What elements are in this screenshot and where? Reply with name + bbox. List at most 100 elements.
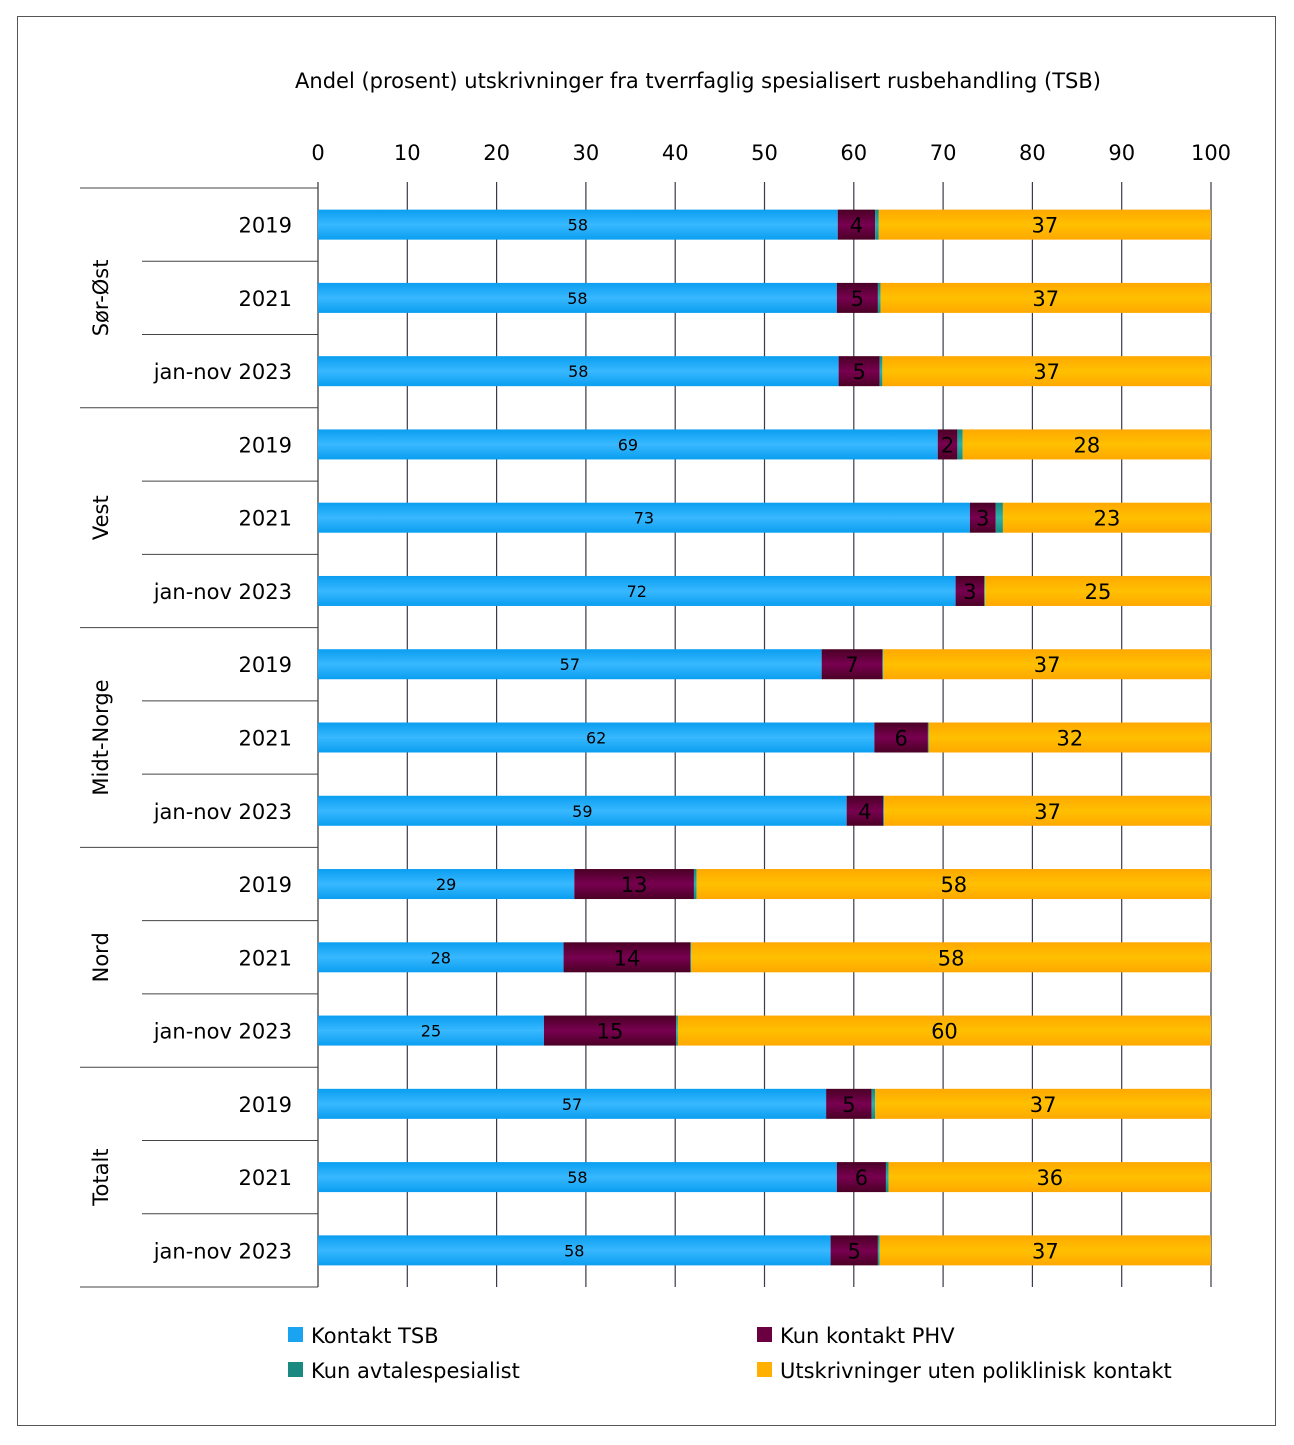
bar-segment-kun-kontakt-phv [874, 722, 928, 753]
data-label: 25 [1085, 580, 1112, 604]
data-label: 57 [562, 1095, 582, 1114]
data-label: 3 [976, 507, 989, 531]
bar-segment-kun-kontakt-phv [838, 356, 880, 387]
category-label: 2019 [239, 1093, 292, 1117]
legend-label: Kun kontakt PHV [780, 1324, 955, 1348]
bar-segment-kun-kontakt-phv [574, 869, 694, 900]
bar-segment-kun-avtalespesialist [693, 869, 697, 900]
bar-segment-kontakt-tsb [318, 1162, 837, 1193]
bar-segment-utskrivninger-uten-poliklinisk-kontakt [962, 429, 1211, 460]
bar-segment-kun-kontakt-phv [821, 649, 883, 680]
bar-segment-kontakt-tsb [318, 649, 822, 680]
category-label: 2019 [239, 873, 292, 897]
bar-segment-kun-avtalespesialist [885, 1162, 889, 1193]
data-label: 58 [568, 362, 588, 381]
data-label: 59 [572, 802, 592, 821]
bar-segment-kun-avtalespesialist [871, 1088, 876, 1119]
bar-segment-kontakt-tsb [318, 429, 938, 460]
data-label: 58 [568, 216, 588, 235]
data-label: 37 [1034, 800, 1061, 824]
bar-segment-kun-kontakt-phv [836, 1162, 886, 1193]
data-label: 37 [1030, 1093, 1057, 1117]
data-label: 15 [597, 1020, 624, 1044]
bar-segment-kontakt-tsb [318, 282, 837, 313]
x-tick-label: 90 [1108, 141, 1135, 165]
data-label: 32 [1057, 727, 1084, 751]
category-label: 2021 [239, 1166, 292, 1190]
data-label: 29 [436, 875, 456, 894]
bar-segment-kun-kontakt-phv [969, 502, 996, 533]
bar-segment-kun-avtalespesialist [984, 575, 986, 606]
group-label: Midt-Norge [89, 679, 113, 795]
chart-frame [17, 16, 1276, 1426]
x-tick-label: 50 [751, 141, 778, 165]
data-label: 62 [586, 729, 606, 748]
data-label: 5 [842, 1093, 855, 1117]
data-label: 28 [1074, 433, 1101, 457]
legend-label: Kontakt TSB [311, 1324, 439, 1348]
bar-segment-kun-avtalespesialist [879, 356, 883, 387]
data-label: 72 [627, 582, 647, 601]
bar-segment-utskrivninger-uten-poliklinisk-kontakt [884, 795, 1211, 826]
data-label: 37 [1032, 214, 1059, 238]
bar-segment-utskrivninger-uten-poliklinisk-kontakt [879, 1235, 1211, 1266]
bar-segment-kun-avtalespesialist [877, 282, 881, 313]
bar-segment-kun-kontakt-phv [837, 209, 876, 240]
bar-segment-utskrivninger-uten-poliklinisk-kontakt [696, 869, 1211, 900]
data-label: 58 [940, 873, 967, 897]
bar-segment-utskrivninger-uten-poliklinisk-kontakt [677, 1015, 1211, 1046]
category-label: jan-nov 2023 [153, 1239, 292, 1263]
bar-segment-utskrivninger-uten-poliklinisk-kontakt [882, 356, 1211, 387]
bar-segment-utskrivninger-uten-poliklinisk-kontakt [691, 942, 1211, 973]
x-tick-label: 30 [573, 141, 600, 165]
data-label: 6 [894, 727, 907, 751]
bar-segment-kontakt-tsb [318, 502, 970, 533]
bar-segment-utskrivninger-uten-poliklinisk-kontakt [985, 575, 1211, 606]
bar-segment-kun-avtalespesialist [927, 722, 929, 753]
data-label: 57 [560, 655, 580, 674]
x-tick-label: 70 [930, 141, 957, 165]
data-label: 73 [634, 509, 654, 528]
bar-segment-kontakt-tsb [318, 722, 875, 753]
data-label: 5 [852, 360, 865, 384]
group-label: Sør-Øst [89, 260, 113, 337]
bar-segment-utskrivninger-uten-poliklinisk-kontakt [1002, 502, 1211, 533]
data-label: 25 [421, 1022, 441, 1041]
data-label: 37 [1032, 287, 1059, 311]
bar-segment-kun-kontakt-phv [826, 1088, 872, 1119]
bar-segment-kontakt-tsb [318, 795, 847, 826]
group-label: Vest [89, 495, 113, 540]
legend-swatch [288, 1327, 303, 1342]
bar-segment-utskrivninger-uten-poliklinisk-kontakt [928, 722, 1211, 753]
bar-segment-kun-kontakt-phv [563, 942, 691, 973]
data-label: 60 [931, 1020, 958, 1044]
data-label: 69 [618, 435, 638, 454]
x-tick-label: 80 [1019, 141, 1046, 165]
data-label: 4 [858, 800, 871, 824]
data-label: 28 [431, 948, 451, 967]
category-label: jan-nov 2023 [153, 580, 292, 604]
data-label: 58 [567, 289, 587, 308]
legend-label: Utskrivninger uten poliklinisk kontakt [780, 1359, 1172, 1383]
bar-segment-kontakt-tsb [318, 356, 839, 387]
category-label: jan-nov 2023 [153, 800, 292, 824]
data-label: 37 [1032, 1239, 1059, 1263]
data-label: 2 [941, 433, 954, 457]
data-label: 36 [1036, 1166, 1063, 1190]
legend-swatch [757, 1362, 772, 1377]
category-label: 2019 [239, 433, 292, 457]
data-label: 5 [851, 287, 864, 311]
bar-segment-kontakt-tsb [318, 1015, 544, 1046]
bar-segment-kun-avtalespesialist [690, 942, 692, 973]
bar-segment-utskrivninger-uten-poliklinisk-kontakt [883, 649, 1211, 680]
bar-segment-kontakt-tsb [318, 209, 838, 240]
data-label: 58 [567, 1168, 587, 1187]
category-label: 2019 [239, 653, 292, 677]
bar-segment-kun-avtalespesialist [995, 502, 1003, 533]
x-tick-label: 40 [662, 141, 689, 165]
x-tick-label: 100 [1191, 141, 1231, 165]
bar-segment-kun-avtalespesialist [882, 649, 884, 680]
legend-swatch [757, 1327, 772, 1342]
data-label: 13 [621, 873, 648, 897]
